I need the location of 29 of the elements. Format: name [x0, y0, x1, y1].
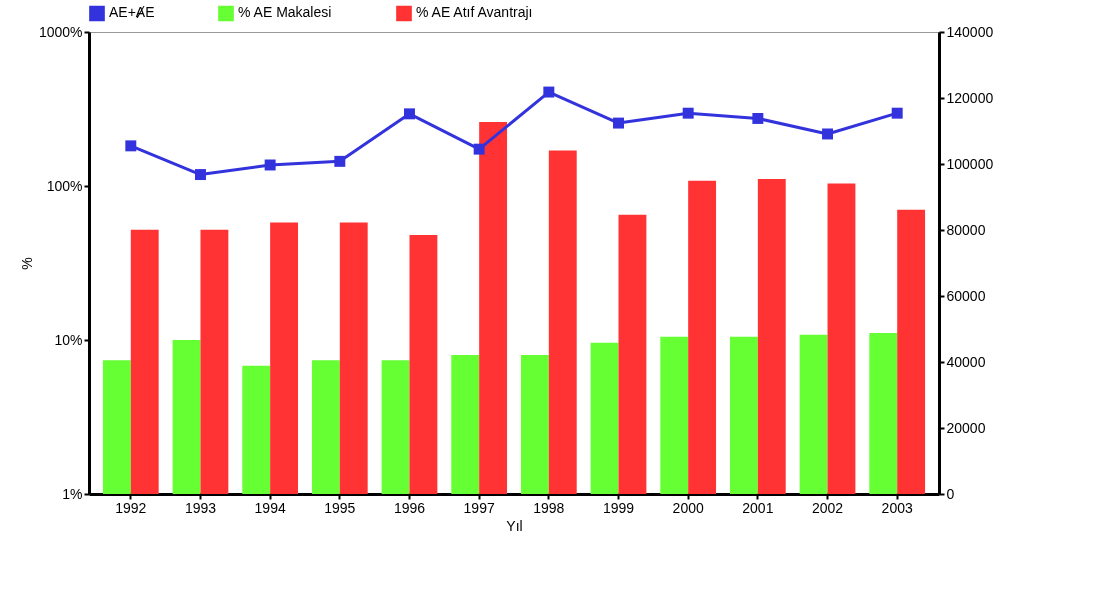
x-tick-label: 1994	[254, 499, 286, 516]
y2-tick-label: 120000	[946, 89, 994, 106]
y2-tick-label: 140000	[946, 23, 994, 40]
y-tick-label: 100%	[46, 177, 83, 194]
y2-tick-label: 100000	[946, 155, 994, 172]
x-tick-label: 1997	[463, 499, 495, 516]
x-tick-label: 2002	[811, 499, 844, 516]
y-tick-label: 1%	[62, 485, 83, 502]
y2-tick-label: 80000	[946, 221, 986, 238]
y-tick-label: 1000%	[38, 23, 83, 40]
x-tick-label: 2000	[672, 499, 704, 516]
x-tick-label: 2003	[881, 499, 913, 516]
y2-tick-label: 0	[946, 485, 955, 502]
y2-tick-label: 60000	[946, 287, 986, 304]
x-tick-label: 1993	[184, 499, 217, 516]
x-tick-label: 1992	[115, 499, 147, 516]
y2-tick-label: 20000	[946, 419, 986, 436]
x-tick-label: 1998	[533, 499, 565, 516]
x-tick-label: 2001	[742, 499, 774, 516]
x-tick-label: 1996	[393, 499, 426, 516]
legend-label: AE+ȺE	[109, 4, 155, 21]
y2-tick-label: 40000	[946, 353, 986, 370]
x-tick-label: 1995	[324, 499, 356, 516]
y-tick-label: 10%	[54, 331, 83, 348]
legend-label: % AE Makalesi	[238, 4, 332, 21]
legend-label: % AE Atıf Avantrajı	[416, 4, 533, 21]
x-axis-title: Yıl	[506, 517, 523, 534]
y-axis-title: %	[18, 257, 35, 270]
x-tick-label: 1999	[602, 499, 635, 516]
